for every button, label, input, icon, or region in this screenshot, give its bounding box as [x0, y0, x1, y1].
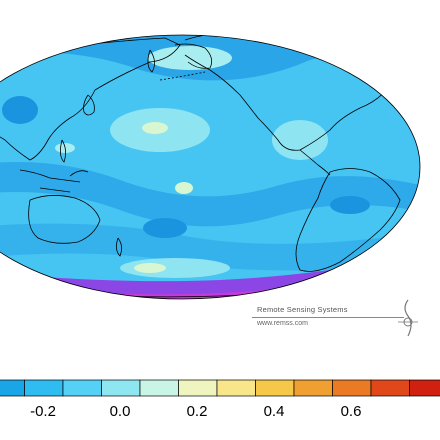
cool-band-mid: [0, 162, 420, 227]
warm-patch-small-3: [134, 263, 166, 273]
cool-band-south: [0, 223, 420, 271]
colorbar-tick-label: 0.4: [263, 403, 285, 420]
cool-spot-1: [143, 218, 187, 238]
colorbar-segment: [101, 379, 141, 397]
cool-spot-3: [2, 96, 38, 124]
coast-new-zealand: [116, 237, 122, 257]
coast-indonesia: [19, 169, 89, 193]
colorbar: [0, 379, 440, 397]
coast-central-america: [299, 149, 331, 176]
colorbar-segment: [62, 379, 102, 397]
colorbar-segment: [332, 379, 372, 397]
coast-south-america: [295, 168, 401, 272]
coast-australia: [28, 195, 101, 244]
colorbar-segment: [216, 379, 256, 397]
credit-organization: Remote Sensing Systems: [257, 305, 348, 314]
colorbar-segment: [293, 379, 333, 397]
coast-japan: [83, 94, 95, 116]
colorbar-segment: [139, 379, 179, 397]
coast-alaska: [174, 43, 213, 69]
coast-greenland: [394, 69, 419, 89]
credit-url: www.remss.com: [257, 320, 308, 327]
credit-divider: [252, 317, 404, 318]
colorbar-tick-label: 0.2: [186, 403, 208, 420]
colorbar-tick-label: 0.0: [109, 403, 131, 420]
colorbar-segment: [409, 379, 440, 397]
coast-kamchatka: [147, 49, 155, 73]
colorbar-tick-label: 0.6: [340, 403, 362, 420]
rss-logo-icon: [398, 299, 418, 337]
colorbar-segment: [255, 379, 295, 397]
warm-patch-small-1: [142, 122, 168, 134]
warm-patch-east: [272, 120, 328, 160]
warm-patch-small-2: [175, 182, 193, 194]
colorbar-tick-label: -0.2: [30, 403, 56, 420]
colorbar-segment: [370, 379, 410, 397]
colorbar-segment: [0, 379, 25, 397]
globe-outline: [0, 34, 421, 300]
colorbar-segment: [24, 379, 64, 397]
coast-philippines: [60, 139, 66, 163]
warm-patch-south: [120, 258, 230, 278]
anomaly-field: [0, 35, 420, 299]
colorbar-segment: [178, 379, 218, 397]
cool-spot-2: [330, 196, 370, 214]
coast-aleutians: [159, 71, 206, 81]
